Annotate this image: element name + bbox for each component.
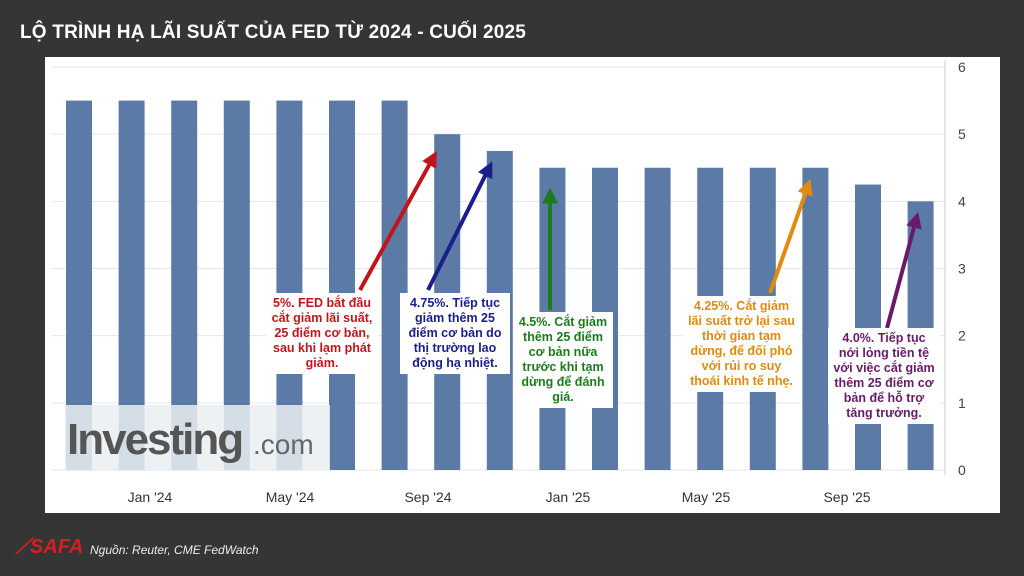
- source-note: Nguồn: Reuter, CME FedWatch: [90, 543, 259, 557]
- y-tick-label: 3: [958, 261, 966, 277]
- x-tick-label: Sep '24: [404, 489, 451, 505]
- annotation-arrow: [885, 212, 922, 329]
- bar: [329, 100, 355, 470]
- watermark-suffix: .com: [253, 429, 314, 460]
- x-tick-label: Jan '24: [128, 489, 173, 505]
- annotation-arrow: [768, 178, 813, 294]
- annotation-arrow: [426, 161, 493, 291]
- y-tick-label: 4: [958, 193, 966, 209]
- annotation-4-75pct: 4.75%. Tiếp tục giảm thêm 25 điểm cơ bản…: [400, 293, 510, 374]
- annotation-4-0pct: 4.0%. Tiếp tục nới lỏng tiền tệ với việc…: [828, 328, 940, 424]
- x-tick-label: Jan '25: [546, 489, 591, 505]
- page-title: LỘ TRÌNH HẠ LÃI SUẤT CỦA FED TỪ 2024 - C…: [20, 22, 527, 43]
- x-tick-label: Sep '25: [823, 489, 870, 505]
- x-tick-label: May '24: [266, 489, 315, 505]
- investing-watermark: Investing .com: [65, 405, 330, 471]
- watermark-text: Investing: [67, 415, 244, 464]
- x-tick-label: May '25: [682, 489, 731, 505]
- bar: [381, 100, 408, 470]
- bar: [644, 167, 671, 470]
- safa-logo: ⟋SAFA: [16, 536, 84, 558]
- y-tick-label: 6: [958, 59, 966, 75]
- annotation-4-5pct: 4.5%. Cắt giảm thêm 25 điểm cơ bản nữa t…: [513, 312, 613, 408]
- y-tick-label: 1: [958, 395, 966, 411]
- annotation-5pct: 5%. FED bắt đầu cắt giảm lãi suất, 25 đi…: [266, 293, 378, 374]
- y-tick-label: 2: [958, 328, 966, 344]
- annotation-4-25pct: 4.25%. Cắt giảm lãi suất trở lại sau thờ…: [683, 296, 800, 392]
- bar: [802, 167, 829, 470]
- y-tick-label: 5: [958, 126, 966, 142]
- y-tick-label: 0: [958, 462, 966, 478]
- annotation-arrow: [358, 151, 437, 291]
